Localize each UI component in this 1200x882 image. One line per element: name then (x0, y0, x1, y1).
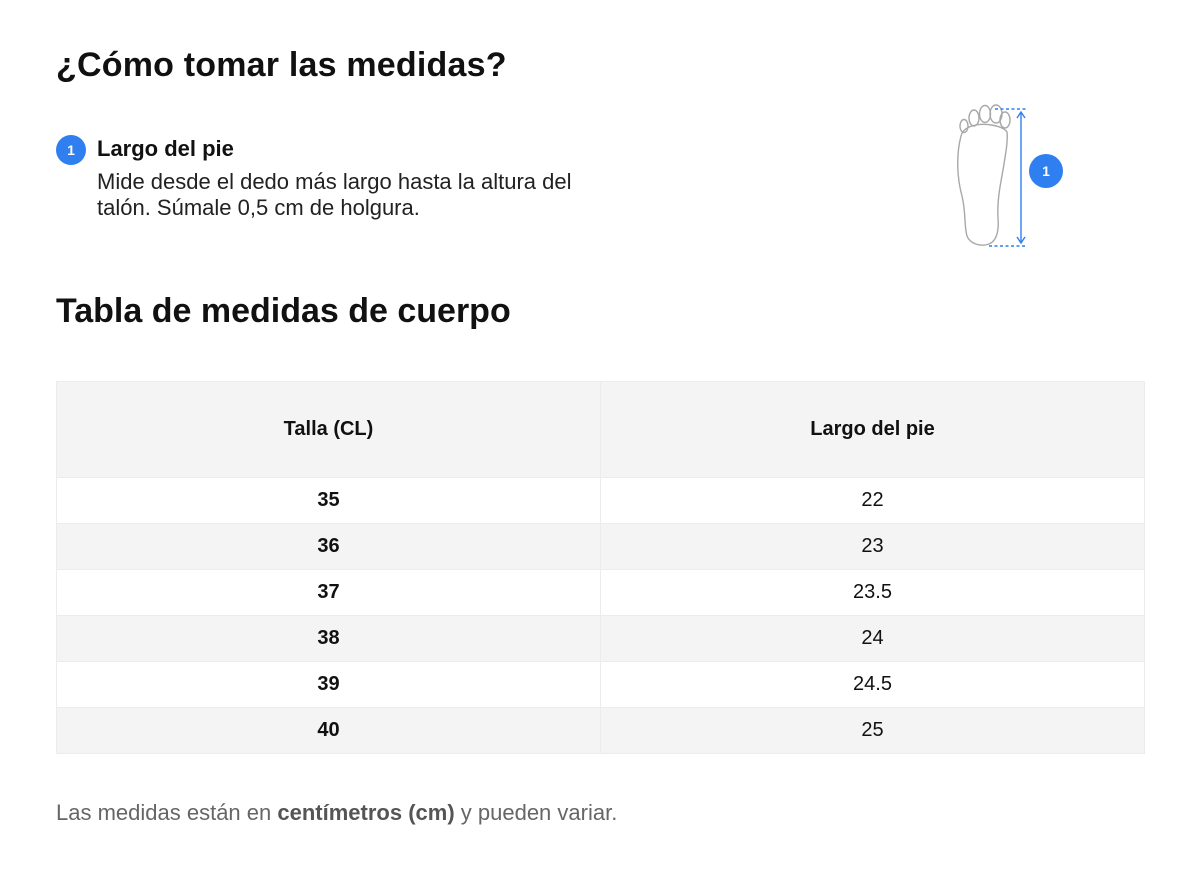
measure-title: Largo del pie (97, 136, 234, 161)
measure-description: Mide desde el dedo más largo hasta la al… (97, 169, 572, 220)
table-row: 36 23 (56, 523, 1145, 570)
length-cell: 25 (600, 707, 1145, 754)
length-cell: 23.5 (600, 569, 1145, 616)
footnote-text-before: Las medidas están en (56, 800, 278, 825)
figure-number-badge (1029, 154, 1063, 188)
measure-number-badge: 1 (56, 135, 86, 165)
table-row: 39 24.5 (56, 661, 1145, 708)
table-header-row: Talla (CL) Largo del pie (56, 381, 1145, 478)
length-cell: 23 (600, 523, 1145, 570)
length-cell: 24 (600, 615, 1145, 662)
table-row: 38 24 (56, 615, 1145, 662)
size-cell: 38 (56, 615, 601, 662)
foot-outline-icon (957, 104, 1011, 246)
foot-measure-figure: 1 (957, 104, 1063, 247)
footnote-text-after: y pueden variar. (454, 800, 618, 825)
table-row: 35 22 (56, 477, 1145, 524)
length-cell: 24.5 (600, 661, 1145, 708)
table-title: Tabla de medidas de cuerpo (56, 292, 511, 330)
footnote-units: centímetros (cm) (277, 800, 455, 825)
length-cell: 22 (600, 477, 1145, 524)
table-row: 40 25 (56, 707, 1145, 754)
header-size: Talla (CL) (56, 381, 601, 478)
figure-badge-number: 1 (1042, 163, 1050, 179)
size-table: Talla (CL) Largo del pie 35 22 36 23 37 … (56, 381, 1145, 754)
size-cell: 39 (56, 661, 601, 708)
table-row: 37 23.5 (56, 569, 1145, 616)
size-cell: 36 (56, 523, 601, 570)
size-cell: 37 (56, 569, 601, 616)
size-cell: 40 (56, 707, 601, 754)
header-foot-length: Largo del pie (600, 381, 1145, 478)
length-measure-line (989, 108, 1027, 247)
howto-title: ¿Cómo tomar las medidas? (56, 46, 507, 84)
size-cell: 35 (56, 477, 601, 524)
units-footnote: Las medidas están en centímetros (cm) y … (56, 800, 617, 826)
